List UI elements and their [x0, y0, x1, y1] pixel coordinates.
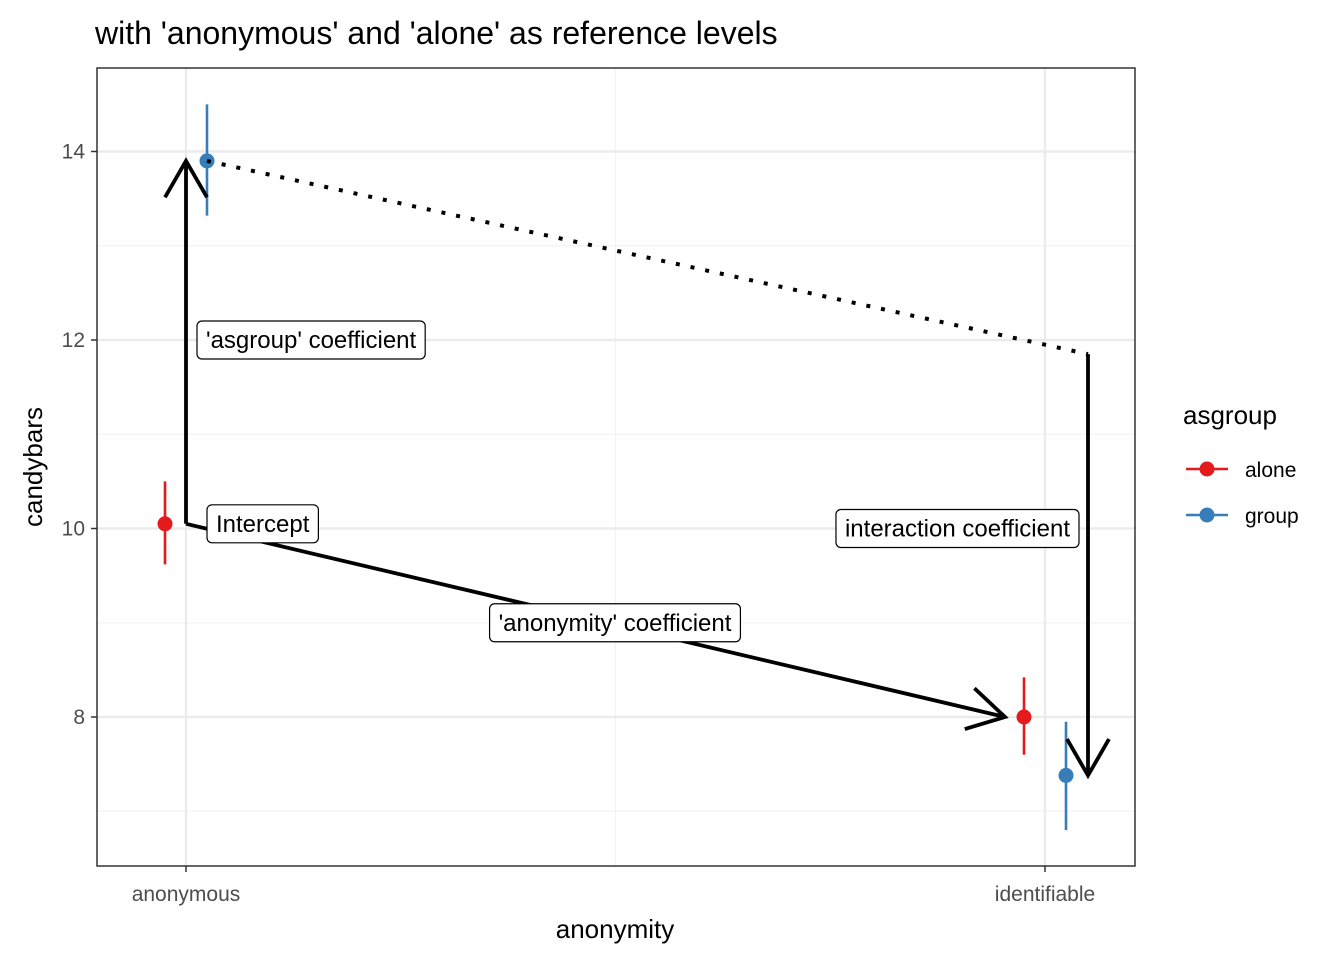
interaction-arrow-head — [1065, 738, 1111, 780]
annotation-box — [206, 504, 319, 544]
annotation-text: 'anonymity' coefficient — [499, 610, 732, 637]
annotation-text: Intercept — [216, 511, 310, 538]
y-tick-label: 10 — [62, 518, 85, 541]
annotation-box — [196, 320, 426, 360]
legend-label-alone: alone — [1245, 459, 1296, 482]
legend-key-point — [1199, 461, 1215, 477]
asgroup-arrow-head — [163, 157, 209, 199]
x-tick-label: identifiable — [995, 883, 1095, 906]
point-group — [1058, 767, 1074, 783]
annotation-label: interaction coefficient — [835, 508, 1080, 549]
annotation-labels: Intercept 'asgroup' coefficient 'anonymity… — [196, 320, 1080, 643]
annotation-label: 'asgroup' coefficient — [196, 320, 426, 360]
annotation-box — [488, 603, 742, 643]
y-tick-label: 14 — [62, 141, 86, 164]
legend-keys: alone group — [1186, 459, 1299, 528]
legend-key-point — [1199, 507, 1215, 523]
annotation-text: interaction coefficient — [845, 516, 1070, 543]
x-axis-title: anonymity — [556, 914, 675, 944]
point-alone — [157, 516, 173, 532]
x-tick-label: anonymous — [132, 883, 241, 906]
dotted-prediction-line — [206, 158, 1089, 357]
annotation-label: Intercept — [206, 504, 319, 544]
y-axis-title: candybars — [18, 407, 48, 527]
anonymity-arrow-head — [964, 686, 1009, 731]
plot-panel: Intercept 'asgroup' coefficient 'anonymity… — [96, 67, 1136, 867]
annotation-text: 'asgroup' coefficient — [206, 327, 417, 354]
legend-item-group: group — [1186, 505, 1299, 528]
point-alone — [1016, 709, 1032, 725]
x-axis-ticks: anonymous identifiable — [132, 866, 1095, 906]
y-axis-ticks: 8 10 12 14 — [62, 141, 97, 729]
legend-label-group: group — [1245, 505, 1299, 528]
legend-title: asgroup — [1183, 400, 1277, 430]
legend-item-alone: alone — [1186, 459, 1296, 482]
annotation-box — [835, 508, 1080, 549]
annotation-label: 'anonymity' coefficient — [488, 603, 742, 643]
y-tick-label: 8 — [73, 706, 85, 729]
legend: asgroup alone group — [1183, 400, 1299, 528]
panel-border — [96, 67, 1136, 867]
y-tick-label: 12 — [62, 329, 85, 352]
chart-title: with 'anonymous' and 'alone' as referenc… — [94, 15, 778, 51]
